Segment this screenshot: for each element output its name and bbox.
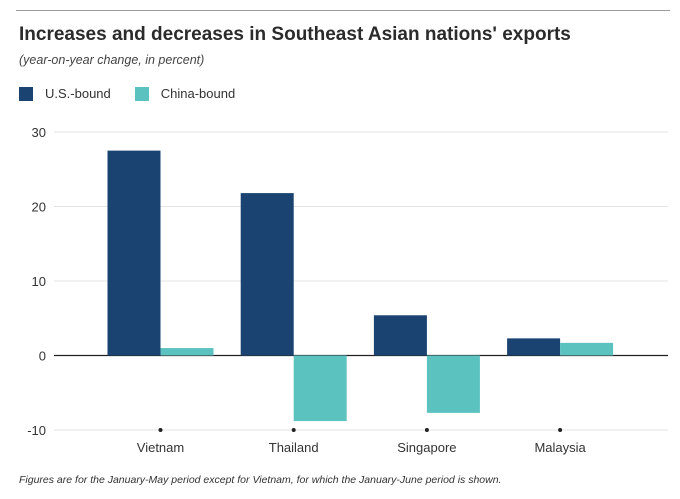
legend: U.S.-bound China-bound xyxy=(19,86,259,101)
x-tick-label: Thailand xyxy=(269,440,319,455)
x-tick-mark xyxy=(291,428,296,432)
chart-subtitle: (year-on-year change, in percent) xyxy=(19,53,205,67)
chart-footnote: Figures are for the January-May period e… xyxy=(19,474,502,486)
x-tick-label: Malaysia xyxy=(534,440,586,455)
bar-u-s-bound-singapore xyxy=(373,315,427,356)
legend-item-china-bound: China-bound xyxy=(134,86,236,101)
legend-label-us-bound: U.S.-bound xyxy=(45,86,111,101)
x-tick-label: Vietnam xyxy=(137,440,184,455)
chart-title: Increases and decreases in Southeast Asi… xyxy=(19,24,571,45)
bar-u-s-bound-malaysia xyxy=(507,338,561,356)
legend-label-china-bound: China-bound xyxy=(160,86,236,101)
x-tick-mark xyxy=(424,428,429,432)
y-tick-label: 10 xyxy=(32,274,46,289)
bar-u-s-bound-thailand xyxy=(240,193,294,356)
legend-swatch-us-bound xyxy=(19,86,33,101)
legend-swatch-china-bound xyxy=(134,86,149,101)
y-tick-label: 20 xyxy=(32,200,46,215)
y-tick-label: 0 xyxy=(39,349,46,364)
top-rule xyxy=(16,10,670,11)
bar-china-bound-thailand xyxy=(293,355,347,422)
y-tick-label: -10 xyxy=(27,423,46,438)
x-tick-mark xyxy=(558,428,563,432)
legend-item-us-bound: U.S.-bound xyxy=(19,86,111,101)
x-tick-label: Singapore xyxy=(397,440,456,455)
y-tick-label: 30 xyxy=(32,125,46,140)
bar-china-bound-malaysia xyxy=(560,342,614,356)
bar-china-bound-vietnam xyxy=(160,348,214,356)
x-tick-mark xyxy=(158,428,163,432)
bar-u-s-bound-vietnam xyxy=(107,150,161,356)
bar-china-bound-singapore xyxy=(426,355,480,413)
